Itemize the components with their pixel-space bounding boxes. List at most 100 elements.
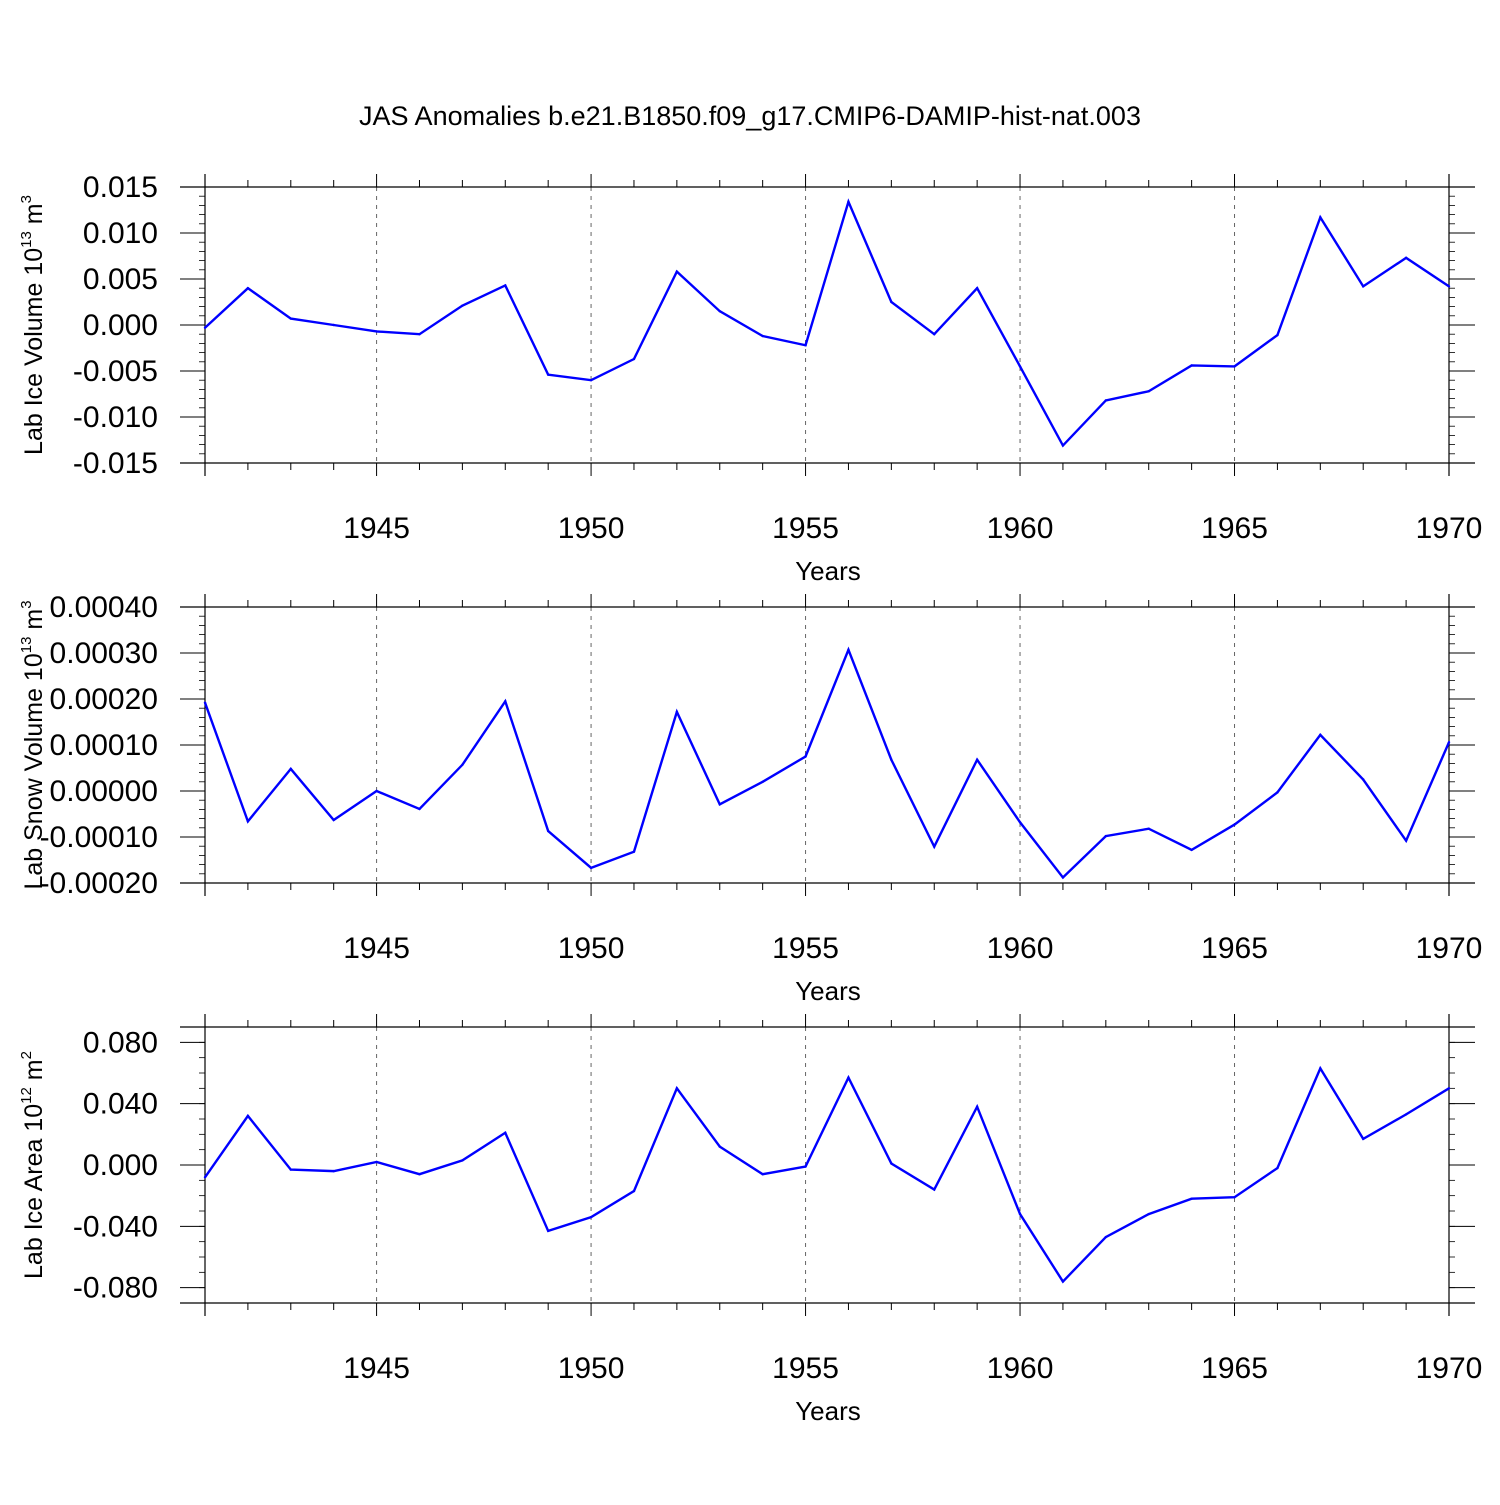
x-axis-label: Years xyxy=(795,976,861,1006)
y-axis-label: Lab Ice Volume 1013 m3 xyxy=(18,195,48,455)
data-point xyxy=(1362,285,1365,288)
data-point xyxy=(804,1165,807,1168)
y-axis-label-exponent: 12 xyxy=(18,1087,35,1104)
data-point xyxy=(761,1173,764,1176)
y-tick-label: 0.00010 xyxy=(50,729,158,762)
y-tick-label: 0.00000 xyxy=(50,775,158,808)
x-tick-label: 1945 xyxy=(343,1352,410,1385)
x-axis-label: Years xyxy=(795,556,861,586)
data-point xyxy=(375,1160,378,1164)
data-point xyxy=(804,755,807,758)
data-point xyxy=(1018,365,1022,368)
data-point xyxy=(975,1105,979,1108)
data-point xyxy=(1362,1137,1365,1141)
x-tick-label: 1955 xyxy=(772,1352,839,1385)
data-point xyxy=(718,803,721,806)
data-point xyxy=(1147,1212,1150,1216)
data-point xyxy=(761,334,764,338)
data-point xyxy=(589,379,593,382)
data-point xyxy=(246,287,250,290)
data-point xyxy=(289,317,292,320)
data-point xyxy=(1233,1196,1236,1199)
data-point xyxy=(1018,1212,1022,1216)
data-point xyxy=(203,326,207,329)
panel-1: 0.015 0.010 0.005 0.000 -0.005 -0.010 -0.015 19… xyxy=(18,171,1482,586)
data-point xyxy=(675,710,679,714)
data-point xyxy=(1104,1235,1108,1239)
data-point xyxy=(332,323,335,327)
y-tick-label: 0.00030 xyxy=(50,637,158,670)
data-point xyxy=(203,1176,207,1179)
data-point xyxy=(890,300,893,304)
y-tick-label: 0.000 xyxy=(83,1149,158,1182)
series-line xyxy=(204,198,1450,448)
y-axis-label-unit-exponent: 3 xyxy=(18,600,35,608)
data-point xyxy=(1018,821,1022,824)
y-axis-label-unit-exponent: 3 xyxy=(18,195,35,203)
x-tick-label: 1965 xyxy=(1201,932,1268,965)
y-tick-label: 0.005 xyxy=(83,263,158,296)
data-point xyxy=(546,373,550,376)
y-axis-label-unit-exponent: 2 xyxy=(18,1051,35,1059)
x-tick-label: 1955 xyxy=(772,932,839,965)
data-point xyxy=(1362,778,1365,781)
data-point xyxy=(504,1131,507,1135)
x-tick-label: 1960 xyxy=(987,512,1054,545)
data-point xyxy=(1190,848,1193,852)
y-axis-label: Lab Snow Volume 1013 m3 xyxy=(18,600,48,889)
x-tick-label: 1965 xyxy=(1201,1352,1268,1385)
data-point xyxy=(246,820,250,823)
data-point xyxy=(1276,333,1279,337)
data-point xyxy=(1190,364,1193,367)
data-point xyxy=(1276,791,1279,794)
data-point xyxy=(890,758,893,761)
data-point xyxy=(375,330,378,333)
data-point xyxy=(847,648,850,651)
data-point xyxy=(504,700,507,703)
panel-2: 0.00040 0.00030 0.00020 0.00010 0.00000 -0.00… xyxy=(18,591,1482,1006)
y-tick-label: 0.00020 xyxy=(50,683,158,716)
x-tick-label: 1960 xyxy=(987,1352,1054,1385)
data-point xyxy=(933,1188,936,1191)
data-point xyxy=(589,1215,593,1219)
data-point xyxy=(1404,1113,1408,1116)
y-tick-label: -0.040 xyxy=(73,1210,158,1243)
data-point xyxy=(332,818,335,822)
x-tick-label: 1945 xyxy=(343,512,410,545)
data-point xyxy=(418,1173,421,1176)
data-point xyxy=(1447,1087,1451,1090)
data-point xyxy=(718,1145,721,1148)
panel-3: 0.080 0.040 0.000 -0.040 -0.080 1945 1950 1955 1… xyxy=(18,1014,1482,1426)
data-point xyxy=(1061,876,1065,879)
x-tick-label: 1970 xyxy=(1416,932,1483,965)
y-axis-label-exponent: 13 xyxy=(18,637,35,654)
y-axis-label-text: Lab Ice Area 10 xyxy=(20,1104,48,1279)
data-point xyxy=(675,1087,679,1090)
y-tick-label: 0.015 xyxy=(83,171,158,204)
data-point xyxy=(1061,444,1065,447)
data-point xyxy=(847,200,850,203)
x-tick-label: 1955 xyxy=(772,512,839,545)
data-point xyxy=(804,344,807,347)
x-tick-label: 1970 xyxy=(1416,512,1483,545)
y-axis-label-unit: m xyxy=(20,609,48,637)
x-tick-label: 1950 xyxy=(558,1352,625,1385)
data-point xyxy=(1276,1166,1279,1170)
data-point xyxy=(761,780,764,783)
data-point xyxy=(933,845,936,848)
data-point xyxy=(1190,1197,1193,1200)
data-point xyxy=(1319,1067,1322,1070)
y-tick-label: 0.00040 xyxy=(50,591,158,624)
data-point xyxy=(332,1169,335,1173)
y-axis-label: Lab Ice Area 1012 m2 xyxy=(18,1051,48,1279)
data-point xyxy=(246,1114,250,1118)
data-point xyxy=(1061,1280,1065,1283)
data-point xyxy=(847,1076,850,1079)
data-point xyxy=(632,357,636,361)
x-tick-label: 1965 xyxy=(1201,512,1268,545)
data-point xyxy=(718,310,721,313)
data-point xyxy=(418,807,421,811)
data-point xyxy=(933,333,936,336)
